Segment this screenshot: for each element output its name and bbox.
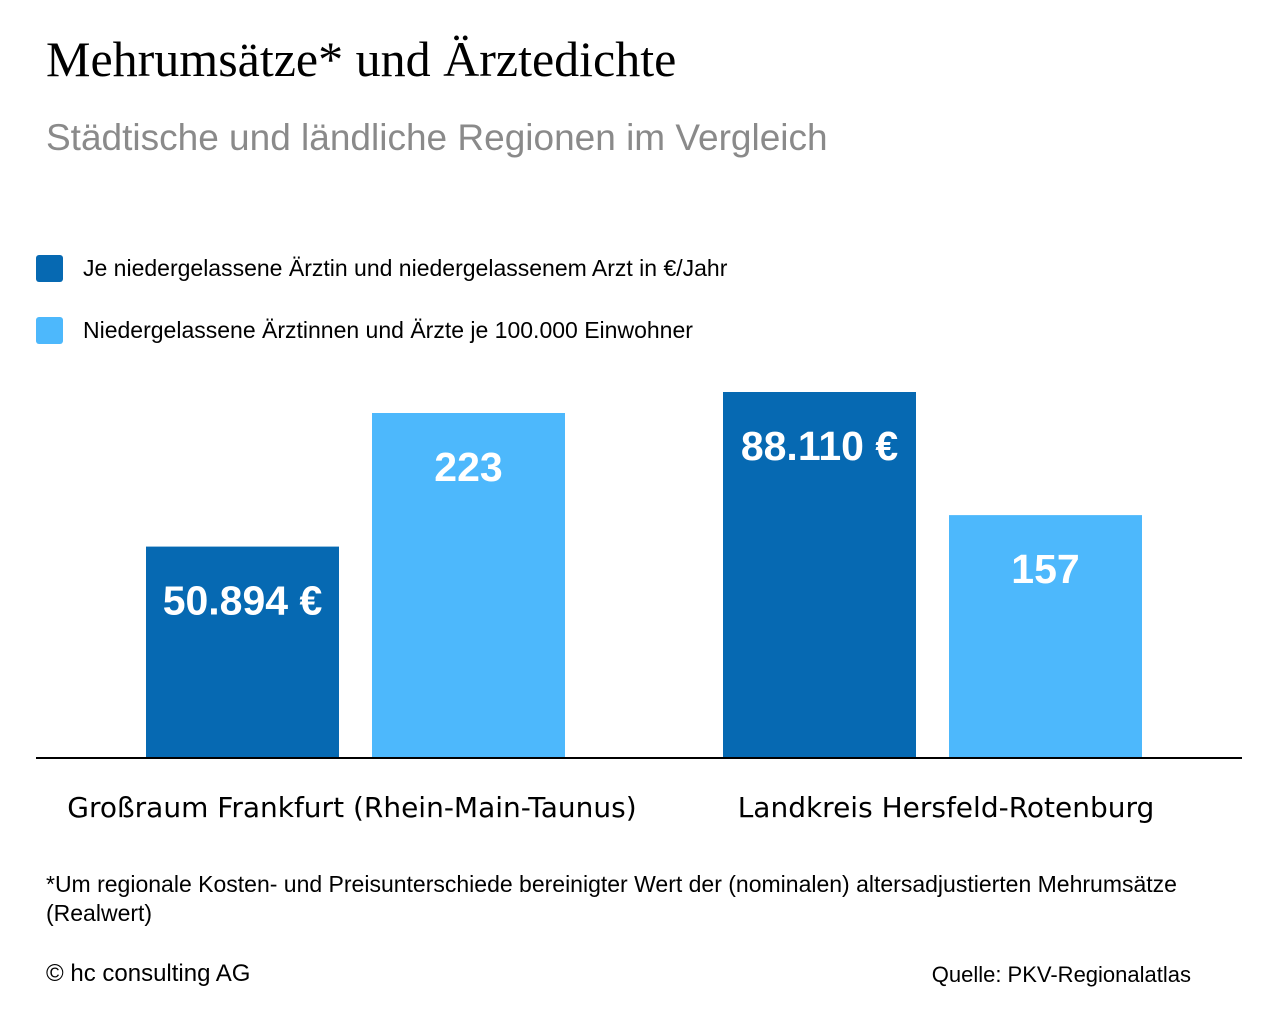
bar-value-label: 157 — [1011, 546, 1079, 592]
category-label: Großraum Frankfurt (Rhein-Main-Taunus) — [67, 791, 636, 824]
legend-swatch-density — [36, 316, 63, 344]
chart-subtitle: Städtische und ländliche Regionen im Ver… — [46, 117, 828, 158]
legend-item-revenue: Je niedergelassene Ärztin und niedergela… — [36, 253, 727, 283]
legend-item-density: Niedergelassene Ärztinnen und Ärzte je 1… — [36, 315, 693, 345]
bar-value-label: 223 — [434, 444, 502, 490]
footnote: *Um regionale Kosten- und Preisunterschi… — [46, 871, 1177, 926]
source-note: Quelle: PKV-Regionalatlas — [931, 962, 1191, 987]
category-label: Landkreis Hersfeld-Rotenburg — [738, 791, 1155, 824]
copyright: © hc consulting AG — [46, 960, 251, 987]
bar-revenue-1 — [723, 392, 916, 758]
bar-density-1 — [949, 515, 1142, 758]
bar-value-label: 88.110 € — [741, 423, 899, 469]
chart-title: Mehrumsätze* und Ärztedichte — [46, 31, 677, 87]
bar-chart: 50.894 € 88.110 € 223 157 Großraum Frankfurt… — [36, 392, 1242, 824]
legend-swatch-revenue — [36, 254, 63, 282]
bar-revenue-0 — [146, 546, 339, 758]
bar-value-label: 50.894 € — [163, 578, 323, 624]
bar-density-0 — [372, 413, 565, 758]
legend-label-density: Niedergelassene Ärztinnen und Ärzte je 1… — [83, 316, 693, 343]
legend-label-revenue: Je niedergelassene Ärztin und niedergela… — [83, 254, 728, 281]
